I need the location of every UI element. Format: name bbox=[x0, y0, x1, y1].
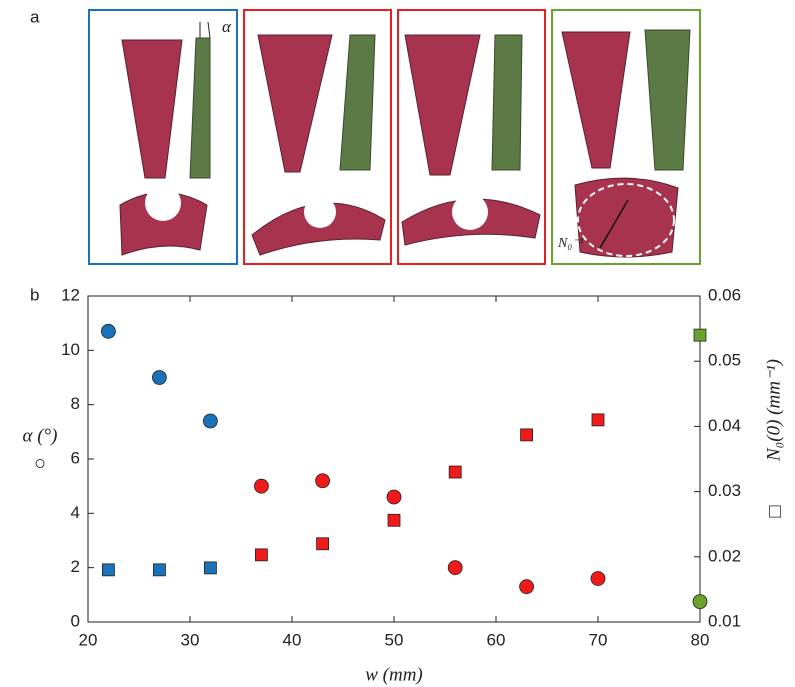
leaf bbox=[190, 38, 210, 178]
y2-tick-label: 0.05 bbox=[708, 351, 741, 370]
y2-tick-label: 0.02 bbox=[708, 546, 741, 565]
y-tick-label: 4 bbox=[71, 503, 80, 522]
y2-tick-label: 0.01 bbox=[708, 611, 741, 630]
leaf bbox=[258, 35, 332, 172]
hole bbox=[452, 194, 488, 230]
circle-point bbox=[254, 479, 268, 493]
circle-point bbox=[203, 414, 217, 428]
y-tick-label: 0 bbox=[71, 611, 80, 630]
panel-label: b bbox=[30, 285, 39, 304]
y-tick-label: 2 bbox=[71, 557, 80, 576]
circle-point bbox=[316, 474, 330, 488]
circle-point bbox=[387, 490, 401, 504]
leaf bbox=[340, 35, 375, 170]
plot-frame bbox=[88, 296, 700, 622]
alpha-annotation: α bbox=[222, 17, 232, 36]
hole bbox=[304, 196, 336, 228]
y-axis-label: α (°) bbox=[23, 425, 58, 446]
circle-point bbox=[101, 324, 115, 338]
leaf bbox=[492, 35, 522, 170]
y-tick-label: 8 bbox=[71, 394, 80, 413]
leaf bbox=[122, 40, 182, 178]
x-tick-label: 60 bbox=[487, 630, 506, 649]
square-point bbox=[317, 538, 329, 550]
square-point bbox=[204, 562, 216, 574]
y2-tick-label: 0.04 bbox=[708, 416, 741, 435]
y-tick-label: 12 bbox=[61, 285, 80, 304]
square-point bbox=[449, 466, 461, 478]
x-axis-label: w (mm) bbox=[365, 664, 423, 685]
y2-axis-label: N₀(0) (mm⁻¹) bbox=[763, 359, 784, 462]
x-tick-label: 80 bbox=[691, 630, 710, 649]
square-point bbox=[694, 329, 706, 341]
x-tick-label: 20 bbox=[79, 630, 98, 649]
y-axis-marker: ○ bbox=[34, 452, 46, 474]
x-tick-label: 40 bbox=[283, 630, 302, 649]
y2-tick-label: 0.03 bbox=[708, 481, 741, 500]
n0-annotation: N₀⁻¹ bbox=[557, 236, 584, 251]
y2-tick-label: 0.06 bbox=[708, 285, 741, 304]
y-tick-label: 10 bbox=[61, 340, 80, 359]
leaf bbox=[562, 32, 630, 168]
square-point bbox=[153, 564, 165, 576]
figure: a α N₀⁻¹ b w (mm) α (°) ○ N₀(0) (mm⁻¹) □… bbox=[0, 0, 795, 687]
square-point bbox=[388, 514, 400, 526]
circle-point bbox=[591, 572, 605, 586]
square-point bbox=[102, 564, 114, 576]
square-point bbox=[592, 414, 604, 426]
angle-line bbox=[208, 22, 210, 38]
y-tick-label: 6 bbox=[71, 448, 80, 467]
panel-label: a bbox=[30, 7, 40, 26]
square-point bbox=[521, 429, 533, 441]
leaf bbox=[645, 30, 690, 170]
x-tick-label: 50 bbox=[385, 630, 404, 649]
x-tick-label: 70 bbox=[589, 630, 608, 649]
circle-point bbox=[448, 561, 462, 575]
circle-point bbox=[520, 580, 534, 594]
circle-point bbox=[693, 595, 707, 609]
circle-point bbox=[152, 371, 166, 385]
y2-axis-marker: □ bbox=[769, 500, 781, 522]
hole bbox=[145, 185, 181, 221]
x-tick-label: 30 bbox=[181, 630, 200, 649]
leaf bbox=[405, 35, 480, 175]
square-point bbox=[255, 549, 267, 561]
